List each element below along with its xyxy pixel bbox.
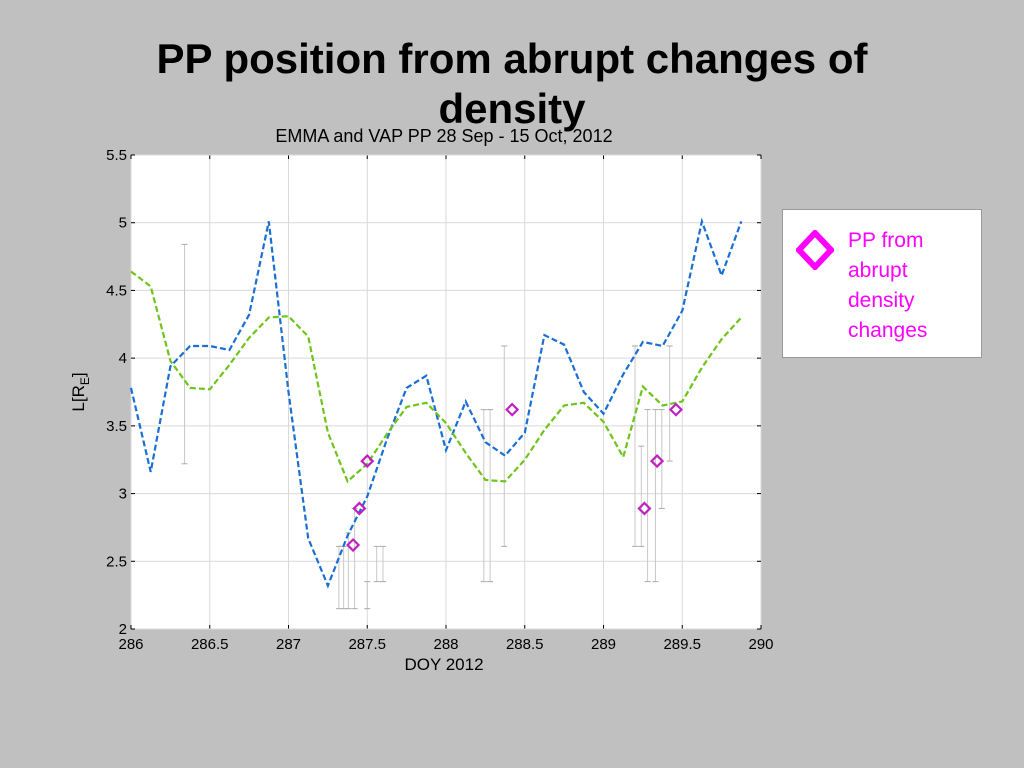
x-tick-label: 286.5 [191, 636, 229, 653]
y-tick-label: 3 [119, 486, 127, 503]
legend-line: density [848, 289, 915, 312]
x-tick-label: 289.5 [663, 636, 701, 653]
y-tick-label: 2 [119, 621, 127, 638]
error-bar [652, 409, 659, 583]
y-axis-label: L[RE] [69, 372, 92, 411]
pp-markers [346, 402, 684, 553]
pp-diamond-marker [346, 537, 361, 553]
x-tick-label: 290 [748, 636, 773, 653]
x-axis-label: DOY 2012 [404, 655, 483, 674]
error-bar [364, 581, 371, 610]
y-tick-label: 3.5 [106, 418, 127, 435]
slide-title: PP position from abrupt changes of densi… [156, 35, 868, 132]
y-axis-label-end: ] [69, 372, 88, 377]
pp-diamond-marker [668, 402, 684, 417]
x-tick-label: 289 [591, 636, 616, 653]
legend-label: PP from abrupt density changes [848, 226, 968, 346]
error-bar [638, 445, 645, 547]
y-tick-label: 4 [119, 350, 127, 367]
error-bar [666, 345, 673, 462]
x-tick-label: 288 [433, 636, 458, 653]
y-tick-label: 2.5 [106, 553, 127, 570]
legend-line: PP from [848, 229, 924, 252]
y-tick-label: 5 [119, 215, 127, 232]
x-tick-label: 287.5 [348, 636, 386, 653]
error-bar [181, 243, 188, 465]
error-bar [373, 545, 380, 583]
error-bar [380, 545, 386, 583]
x-tick-label: 288.5 [506, 636, 544, 653]
tick-labels: 286 286.5 287 287.5 288 288.5 289 289.5 290 2 2.5 3… [106, 147, 773, 653]
chart-title: EMMA and VAP PP 28 Sep - 15 Oct, 2012 [275, 126, 612, 146]
legend-line: changes [848, 319, 928, 342]
pp-diamond-marker [505, 402, 520, 417]
series-lines [129, 217, 743, 589]
x-tick-label: 287 [276, 636, 301, 653]
pp-diamond-marker [360, 454, 375, 469]
y-tick-label: 4.5 [106, 282, 127, 299]
y-axis-label-main: L[R [69, 385, 88, 411]
error-bar [644, 409, 651, 583]
series-line-2 [130, 270, 743, 484]
legend-diamond-marker [796, 230, 834, 270]
legend-line: abrupt [848, 259, 908, 282]
error-bar [632, 345, 638, 547]
y-tick-label: 5.5 [106, 147, 127, 164]
y-axis-label-sub: E [78, 377, 92, 385]
error-bars [181, 243, 673, 610]
error-bar [487, 409, 494, 583]
pp-diamond-marker [352, 501, 367, 516]
pp-diamond-marker [649, 454, 665, 469]
x-tick-label: 286 [118, 636, 143, 653]
pp-diamond-marker [637, 501, 652, 516]
error-bar [501, 345, 508, 547]
grid [130, 154, 762, 630]
